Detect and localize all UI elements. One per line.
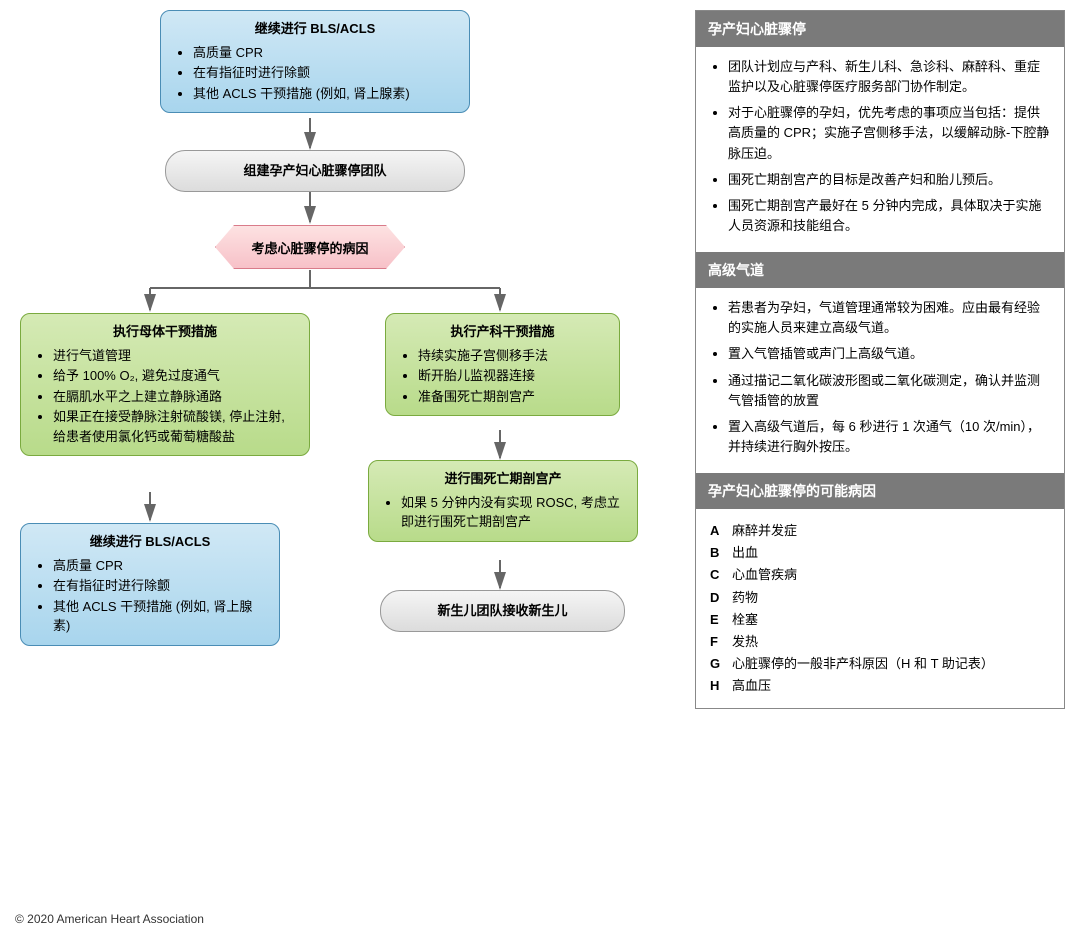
etiology-letter: D (710, 588, 732, 608)
etiology-row: A麻醉并发症 (710, 521, 1050, 541)
box-continue-bls-acls-2: 继续进行 BLS/ACLS 高质量 CPR 在有指征时进行除颤 其他 ACLS … (20, 523, 280, 646)
sidebar-header-1: 孕产妇心脏骤停 (696, 11, 1064, 47)
etiology-letter: C (710, 565, 732, 585)
sidebar-content-3: A麻醉并发症B出血C心血管疾病D药物E栓塞F发热G心脏骤停的一般非产科原因（H … (696, 509, 1064, 708)
sidebar-content-1: 团队计划应与产科、新生儿科、急诊科、麻醉科、重症监护以及心脏骤停医疗服务部门协作… (696, 47, 1064, 252)
etiology-text: 心脏骤停的一般非产科原因（H 和 T 助记表） (732, 654, 994, 674)
sidebar-header-2: 高级气道 (696, 252, 1064, 288)
etiology-letter: B (710, 543, 732, 563)
box-neonatal-team: 新生儿团队接收新生儿 (380, 590, 625, 632)
box-maternal-interventions: 执行母体干预措施 进行气道管理 给予 100% O₂, 避免过度通气 在膈肌水平… (20, 313, 310, 456)
etiology-row: D药物 (710, 588, 1050, 608)
flowchart-container: 继续进行 BLS/ACLS 高质量 CPR 在有指征时进行除颤 其他 ACLS … (20, 10, 680, 910)
box-consider-etiology: 考虑心脏骤停的病因 (215, 225, 405, 269)
etiology-row: B出血 (710, 543, 1050, 563)
box-title: 执行母体干预措施 (35, 322, 295, 342)
box-list: 如果 5 分钟内没有实现 ROSC, 考虑立即进行围死亡期剖宫产 (383, 493, 623, 532)
etiology-row: G心脏骤停的一般非产科原因（H 和 T 助记表） (710, 654, 1050, 674)
box-list: 高质量 CPR 在有指征时进行除颤 其他 ACLS 干预措施 (例如, 肾上腺素… (35, 556, 265, 636)
sidebar-content-2: 若患者为孕妇，气道管理通常较为困难。应由最有经验的实施人员来建立高级气道。 置入… (696, 288, 1064, 473)
etiology-row: C心血管疾病 (710, 565, 1050, 585)
box-continue-bls-acls-1: 继续进行 BLS/ACLS 高质量 CPR 在有指征时进行除颤 其他 ACLS … (160, 10, 470, 113)
box-assemble-team: 组建孕产妇心脏骤停团队 (165, 150, 465, 192)
box-title: 执行产科干预措施 (400, 322, 605, 342)
box-title: 继续进行 BLS/ACLS (175, 19, 455, 39)
etiology-text: 发热 (732, 632, 758, 652)
etiology-text: 药物 (732, 588, 758, 608)
etiology-text: 栓塞 (732, 610, 758, 630)
box-list: 高质量 CPR 在有指征时进行除颤 其他 ACLS 干预措施 (例如, 肾上腺素… (175, 43, 455, 104)
etiology-letter: H (710, 676, 732, 696)
etiology-text: 麻醉并发症 (732, 521, 797, 541)
box-title: 进行围死亡期剖宫产 (383, 469, 623, 489)
sidebar-header-3: 孕产妇心脏骤停的可能病因 (696, 473, 1064, 509)
etiology-text: 出血 (732, 543, 758, 563)
copyright-text: © 2020 American Heart Association (15, 912, 204, 926)
etiology-letter: E (710, 610, 732, 630)
etiology-row: E栓塞 (710, 610, 1050, 630)
etiology-letter: A (710, 521, 732, 541)
sidebar-panel: 孕产妇心脏骤停 团队计划应与产科、新生儿科、急诊科、麻醉科、重症监护以及心脏骤停… (695, 10, 1065, 709)
box-list: 进行气道管理 给予 100% O₂, 避免过度通气 在膈肌水平之上建立静脉通路 … (35, 346, 295, 447)
etiology-letter: G (710, 654, 732, 674)
etiology-letter: F (710, 632, 732, 652)
etiology-text: 高血压 (732, 676, 771, 696)
box-list: 持续实施子宫侧移手法 断开胎儿监视器连接 准备围死亡期剖宫产 (400, 346, 605, 407)
etiology-row: F发热 (710, 632, 1050, 652)
box-perimortem-cesarean: 进行围死亡期剖宫产 如果 5 分钟内没有实现 ROSC, 考虑立即进行围死亡期剖… (368, 460, 638, 542)
etiology-text: 心血管疾病 (732, 565, 797, 585)
box-obstetric-interventions: 执行产科干预措施 持续实施子宫侧移手法 断开胎儿监视器连接 准备围死亡期剖宫产 (385, 313, 620, 416)
etiology-row: H高血压 (710, 676, 1050, 696)
box-title: 继续进行 BLS/ACLS (35, 532, 265, 552)
